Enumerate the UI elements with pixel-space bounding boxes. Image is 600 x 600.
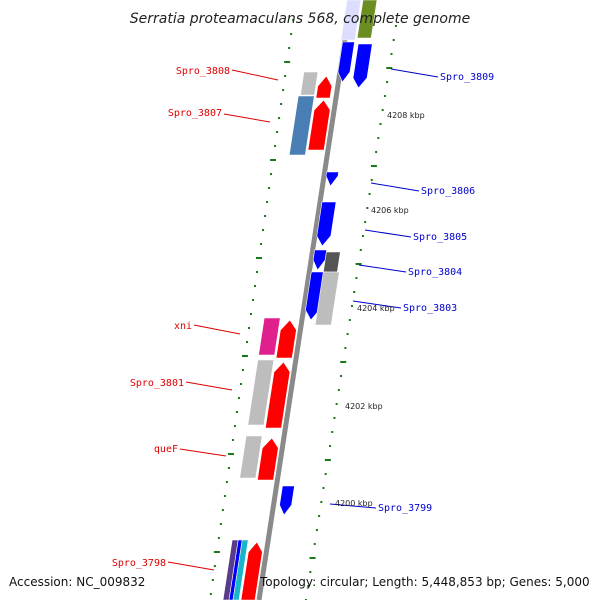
kbp-label-4206: 4206 kbp <box>371 206 409 215</box>
gene-arrow-quef <box>257 437 279 481</box>
callout-spro-3799 <box>329 503 377 509</box>
gene-label-spro-3806[interactable]: Spro_3806 <box>421 186 475 197</box>
backbone-layer <box>256 0 354 600</box>
gene-block-xni-partner <box>258 317 281 356</box>
callout-spro-3798 <box>167 561 215 571</box>
gene-block-gray <box>300 71 319 96</box>
gene-block-spro-3807-partner <box>288 95 315 156</box>
gene-arrow-xni <box>275 319 297 359</box>
callout-spro-3806 <box>370 182 420 192</box>
gene-block-spro-3798-c <box>232 539 249 600</box>
gene-arrow-spro-3798 <box>240 541 263 600</box>
gene-block-spro-3801-partner <box>247 359 275 426</box>
gene-arrow-spro-3807 <box>307 99 331 151</box>
gene-label-spro-3807[interactable]: Spro_3807 <box>168 108 222 119</box>
gene-label-spro-3799[interactable]: Spro_3799 <box>378 503 432 514</box>
kbp-label-4200: 4200 kbp <box>335 499 373 508</box>
gene-label-spro-3798[interactable]: Spro_3798 <box>112 558 166 569</box>
gene-block-quef-partner <box>239 435 263 479</box>
gene-features <box>222 0 378 600</box>
callout-spro-3807 <box>223 113 271 123</box>
callout-spro-3801 <box>185 381 233 391</box>
gene-arrow-spro-3809-a <box>337 41 355 83</box>
gene-label-spro-3808[interactable]: Spro_3808 <box>176 66 230 77</box>
gene-label-spro-3805[interactable]: Spro_3805 <box>413 232 467 243</box>
gene-arrow-spro-3801 <box>265 361 291 429</box>
label-callouts <box>167 68 439 571</box>
callout-spro-3803 <box>352 300 402 309</box>
gene-label-spro-3804[interactable]: Spro_3804 <box>408 267 462 278</box>
gene-arrow-spro-3803 <box>305 271 326 321</box>
callout-quef <box>179 448 227 457</box>
kbp-label-4208: 4208 kbp <box>387 111 425 120</box>
callout-xni <box>193 324 241 335</box>
map-title: Serratia proteamaculans 568, complete ge… <box>130 11 470 27</box>
gene-block-spro-3803-partner <box>314 271 340 326</box>
gene-arrow-spro-3804 <box>312 249 328 271</box>
accession-text: Accession: NC_009832 <box>9 575 145 589</box>
tick-marks <box>209 19 397 600</box>
callout-spro-3808 <box>231 69 279 81</box>
gene-label-quef[interactable]: queF <box>154 444 178 455</box>
gene-label-spro-3809[interactable]: Spro_3809 <box>440 72 494 83</box>
gene-block-light <box>340 0 362 41</box>
callout-spro-3809 <box>390 68 439 78</box>
gene-arrow-spro-3809-b <box>352 43 373 89</box>
topology-text: Topology: circular; Length: 5,448,853 bp… <box>259 575 590 589</box>
gene-label-spro-3803[interactable]: Spro_3803 <box>403 303 457 314</box>
gene-block-olive <box>356 0 378 39</box>
gene-arrow-spro-3808 <box>315 75 333 99</box>
backbone-line <box>256 0 354 600</box>
gene-arrow-spro-3806 <box>325 171 339 187</box>
gene-block-spro-3798-b <box>228 539 243 600</box>
gene-block-spro-3798-a <box>222 539 239 600</box>
kbp-label-4202: 4202 kbp <box>345 402 383 411</box>
callout-spro-3804 <box>358 264 407 273</box>
kbp-label-4204: 4204 kbp <box>357 304 395 313</box>
gene-arrow-spro-3799 <box>279 485 295 516</box>
gene-label-xni[interactable]: xni <box>174 321 192 332</box>
callout-spro-3805 <box>364 229 412 238</box>
gene-block-spro-3804-partner <box>322 251 341 273</box>
gene-label-spro-3801[interactable]: Spro_3801 <box>130 378 184 389</box>
gene-arrow-spro-3805 <box>316 201 337 247</box>
